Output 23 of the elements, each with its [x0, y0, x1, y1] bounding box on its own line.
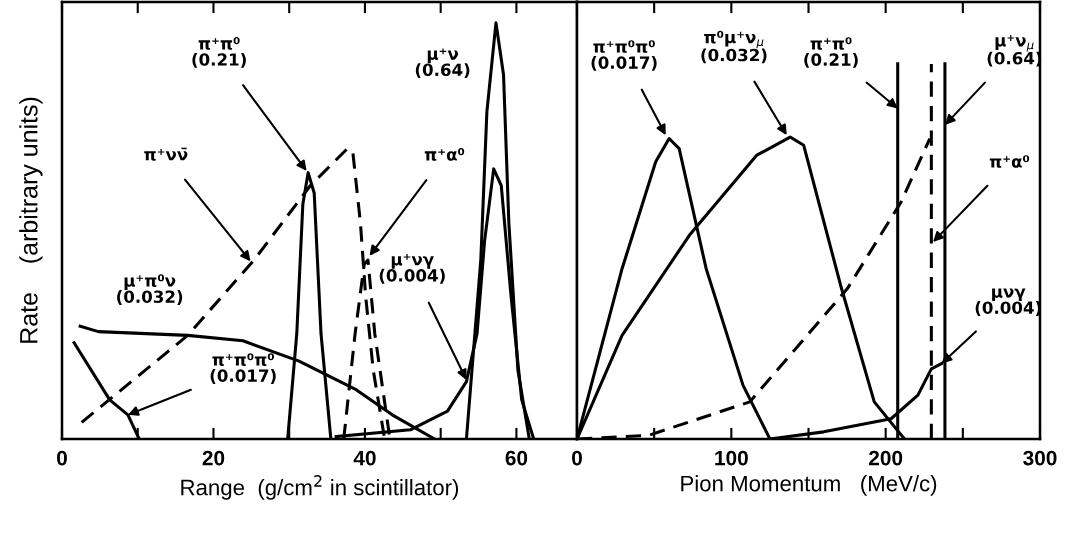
x-tick-label: 20: [202, 450, 225, 466]
x-tick-label: 40: [353, 450, 376, 466]
annotation: π⁺νν̄: [144, 147, 188, 161]
annotation: μ⁺νγ (0.004): [379, 254, 445, 284]
x-tick-label: 300: [1023, 450, 1057, 466]
annotation: π⁺α⁰: [424, 148, 465, 161]
x-axis-title: Pion Momentum (MeV/c): [681, 475, 937, 496]
x-tick-label: 60: [505, 450, 528, 466]
annotation: π⁺π⁰ (0.21): [192, 37, 246, 68]
y-axis-title: Rate (arbitrary units): [19, 97, 43, 343]
annotation: π⁺π⁰ (0.21): [804, 37, 858, 68]
x-axis-title: Range (g/cm$^{2}$ in scintillator): [181, 475, 459, 500]
annotation: π⁰μ⁺ν$_{μ}$ (0.032): [701, 30, 767, 64]
annotation: π⁺π⁰π⁰ (0.017): [210, 353, 276, 384]
x-tick-label: 0: [572, 450, 582, 466]
x-tick-label: 0: [57, 450, 67, 466]
annotation: π⁺π⁰π⁰ (0.017): [591, 40, 657, 71]
annotation: μνγ (0.004): [975, 288, 1041, 316]
x-tick-label: 200: [869, 450, 903, 466]
x-tick-label: 100: [715, 450, 748, 466]
annotation: μ⁺ν (0.64): [415, 48, 470, 79]
annotation: μ⁺π⁰ν (0.032): [117, 274, 183, 305]
annotation: π⁺α⁰: [989, 155, 1030, 168]
